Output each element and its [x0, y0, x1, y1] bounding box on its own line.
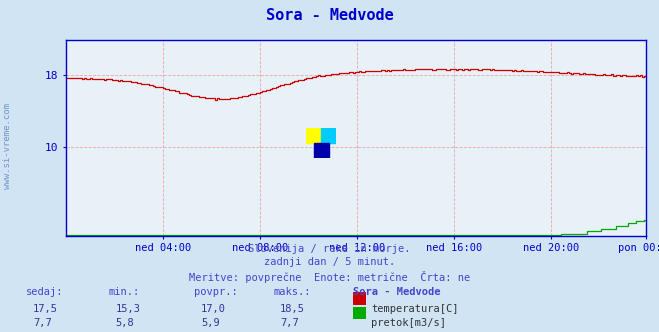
Text: 7,7: 7,7: [280, 318, 299, 328]
Text: 15,3: 15,3: [115, 304, 140, 314]
Text: min.:: min.:: [109, 287, 140, 297]
Text: pretok[m3/s]: pretok[m3/s]: [371, 318, 446, 328]
Text: 17,0: 17,0: [201, 304, 226, 314]
Text: www.si-vreme.com: www.si-vreme.com: [3, 103, 13, 189]
Text: 18,5: 18,5: [280, 304, 305, 314]
Bar: [322, 128, 336, 143]
Text: 5,8: 5,8: [115, 318, 134, 328]
Text: zadnji dan / 5 minut.: zadnji dan / 5 minut.: [264, 257, 395, 267]
Text: 7,7: 7,7: [33, 318, 51, 328]
Text: 17,5: 17,5: [33, 304, 58, 314]
Text: 5,9: 5,9: [201, 318, 219, 328]
Text: sedaj:: sedaj:: [26, 287, 64, 297]
Text: Slovenija / reke in morje.: Slovenija / reke in morje.: [248, 244, 411, 254]
Bar: [306, 128, 322, 143]
Text: temperatura[C]: temperatura[C]: [371, 304, 459, 314]
Bar: [314, 143, 329, 158]
Text: maks.:: maks.:: [273, 287, 311, 297]
Text: povpr.:: povpr.:: [194, 287, 238, 297]
Text: Sora - Medvode: Sora - Medvode: [266, 8, 393, 23]
Text: Sora - Medvode: Sora - Medvode: [353, 287, 440, 297]
Text: Meritve: povprečne  Enote: metrične  Črta: ne: Meritve: povprečne Enote: metrične Črta:…: [189, 271, 470, 283]
